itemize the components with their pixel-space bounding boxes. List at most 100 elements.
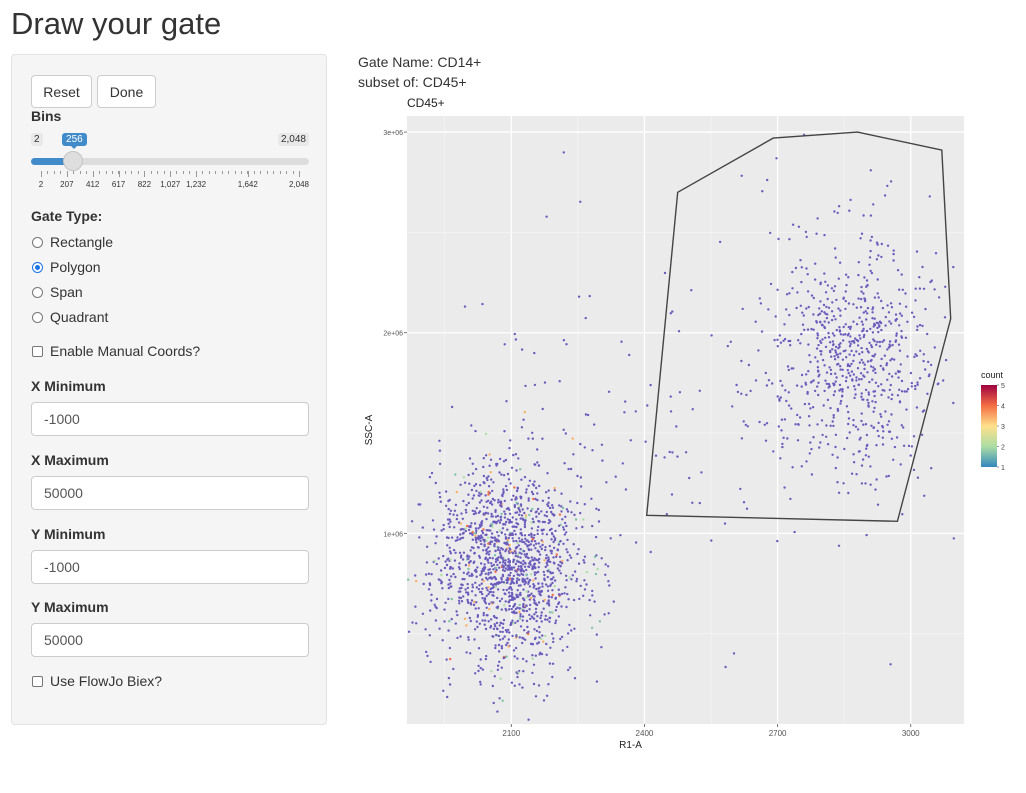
manual-coords-checkbox[interactable]: Enable Manual Coords? (32, 343, 200, 359)
slider-minor-tick (292, 171, 294, 174)
scatter-point (531, 483, 535, 486)
scatter-point (863, 367, 866, 371)
scatter-point (531, 671, 534, 675)
scatter-point (507, 645, 510, 648)
scatter-point (669, 395, 672, 398)
scatter-point (579, 442, 582, 446)
radio-icon[interactable] (32, 311, 43, 323)
bins-slider[interactable]: 2 2,048 256 2 207 412 617 822 1,027 1,232 1,642… (31, 131, 309, 191)
scatter-point (439, 579, 442, 582)
radio-icon[interactable] (32, 236, 43, 248)
gate-scatter-plot[interactable]: CD45+2100 2400 2700 30001e+062e+063e+06R1-A… (355, 95, 1025, 755)
scatter-point (839, 402, 842, 405)
x-maximum-input[interactable]: 50000 (31, 476, 309, 510)
scatter-point (537, 566, 540, 569)
scatter-point (563, 533, 566, 536)
scatter-point (481, 302, 484, 306)
scatter-point (764, 371, 767, 375)
scatter-point (597, 508, 600, 512)
gate-type-option-rectangle[interactable]: Rectangle (32, 234, 113, 250)
scatter-point (541, 499, 545, 502)
scatter-point (442, 523, 445, 527)
scatter-point (836, 407, 839, 411)
scatter-point (847, 491, 850, 495)
scatter-point (901, 288, 904, 291)
y-minimum-input[interactable]: -1000 (31, 550, 309, 584)
scatter-point (523, 534, 527, 537)
scatter-point (845, 376, 848, 379)
reset-button[interactable]: Reset (31, 75, 92, 108)
gate-polygon[interactable] (645, 131, 952, 523)
scatter-point (866, 398, 869, 402)
scatter-point (527, 630, 530, 633)
scatter-point (461, 532, 465, 535)
scatter-point (841, 368, 844, 371)
scatter-point (485, 654, 488, 658)
scatter-point (489, 524, 492, 528)
scatter-point (455, 490, 458, 494)
scatter-point (489, 571, 493, 574)
scatter-point (844, 290, 847, 293)
scatter-point (582, 559, 585, 562)
scatter-point (644, 440, 647, 443)
scatter-point (544, 618, 547, 621)
scatter-point (547, 683, 550, 686)
scatter-point (914, 353, 917, 356)
scatter-point (502, 460, 506, 463)
scatter-point (557, 588, 560, 591)
x-minimum-input[interactable]: -1000 (31, 402, 309, 436)
scatter-point (533, 463, 536, 466)
scatter-point (459, 556, 463, 559)
scatter-point (466, 572, 469, 576)
radio-icon[interactable] (32, 261, 43, 273)
scatter-point (475, 575, 478, 578)
scatter-point (501, 699, 504, 702)
scatter-point (507, 478, 511, 481)
checkbox-icon[interactable] (32, 345, 43, 357)
slider-major-tick (144, 171, 146, 177)
scatter-point (873, 296, 877, 299)
scatter-point (878, 345, 882, 348)
gate-type-option-polygon[interactable]: Polygon (32, 259, 101, 275)
scatter-point (739, 487, 742, 491)
scatter-point (870, 235, 874, 239)
scatter-point (518, 636, 521, 639)
scatter-point (847, 410, 850, 414)
flowjo-biex-checkbox[interactable]: Use FlowJo Biex? (32, 673, 162, 689)
radio-icon[interactable] (32, 286, 43, 298)
checkbox-icon[interactable] (32, 675, 43, 687)
scatter-point (523, 565, 527, 568)
scatter-point (832, 393, 835, 397)
scatter-point (834, 445, 837, 449)
scatter-point (443, 620, 446, 623)
done-button[interactable]: Done (97, 75, 156, 108)
scatter-point (868, 256, 872, 259)
scatter-point (508, 533, 511, 536)
scatter-point (855, 323, 859, 326)
scatter-point (881, 436, 884, 439)
scatter-point (933, 346, 936, 349)
scatter-point (518, 607, 522, 610)
gate-type-option-span[interactable]: Span (32, 284, 83, 300)
scatter-point (531, 567, 534, 570)
scatter-point (533, 351, 536, 355)
scatter-point (823, 320, 826, 323)
gate-type-option-label: Rectangle (50, 234, 114, 250)
scatter-point (498, 529, 501, 532)
scatter-point (594, 572, 598, 576)
scatter-point (502, 488, 505, 491)
scatter-point (849, 325, 853, 328)
scatter-point (874, 400, 877, 404)
scatter-point (525, 596, 528, 599)
y-maximum-input[interactable]: 50000 (31, 623, 309, 657)
scatter-point (844, 307, 847, 311)
scatter-point (671, 451, 674, 454)
slider-handle[interactable] (63, 151, 84, 171)
scatter-point (557, 602, 560, 606)
slider-track[interactable] (31, 158, 309, 165)
scatter-point (889, 180, 893, 183)
gate-type-option-quadrant[interactable]: Quadrant (32, 309, 108, 325)
scatter-point (488, 568, 492, 571)
scatter-point (497, 546, 500, 549)
scatter-point (547, 556, 550, 559)
